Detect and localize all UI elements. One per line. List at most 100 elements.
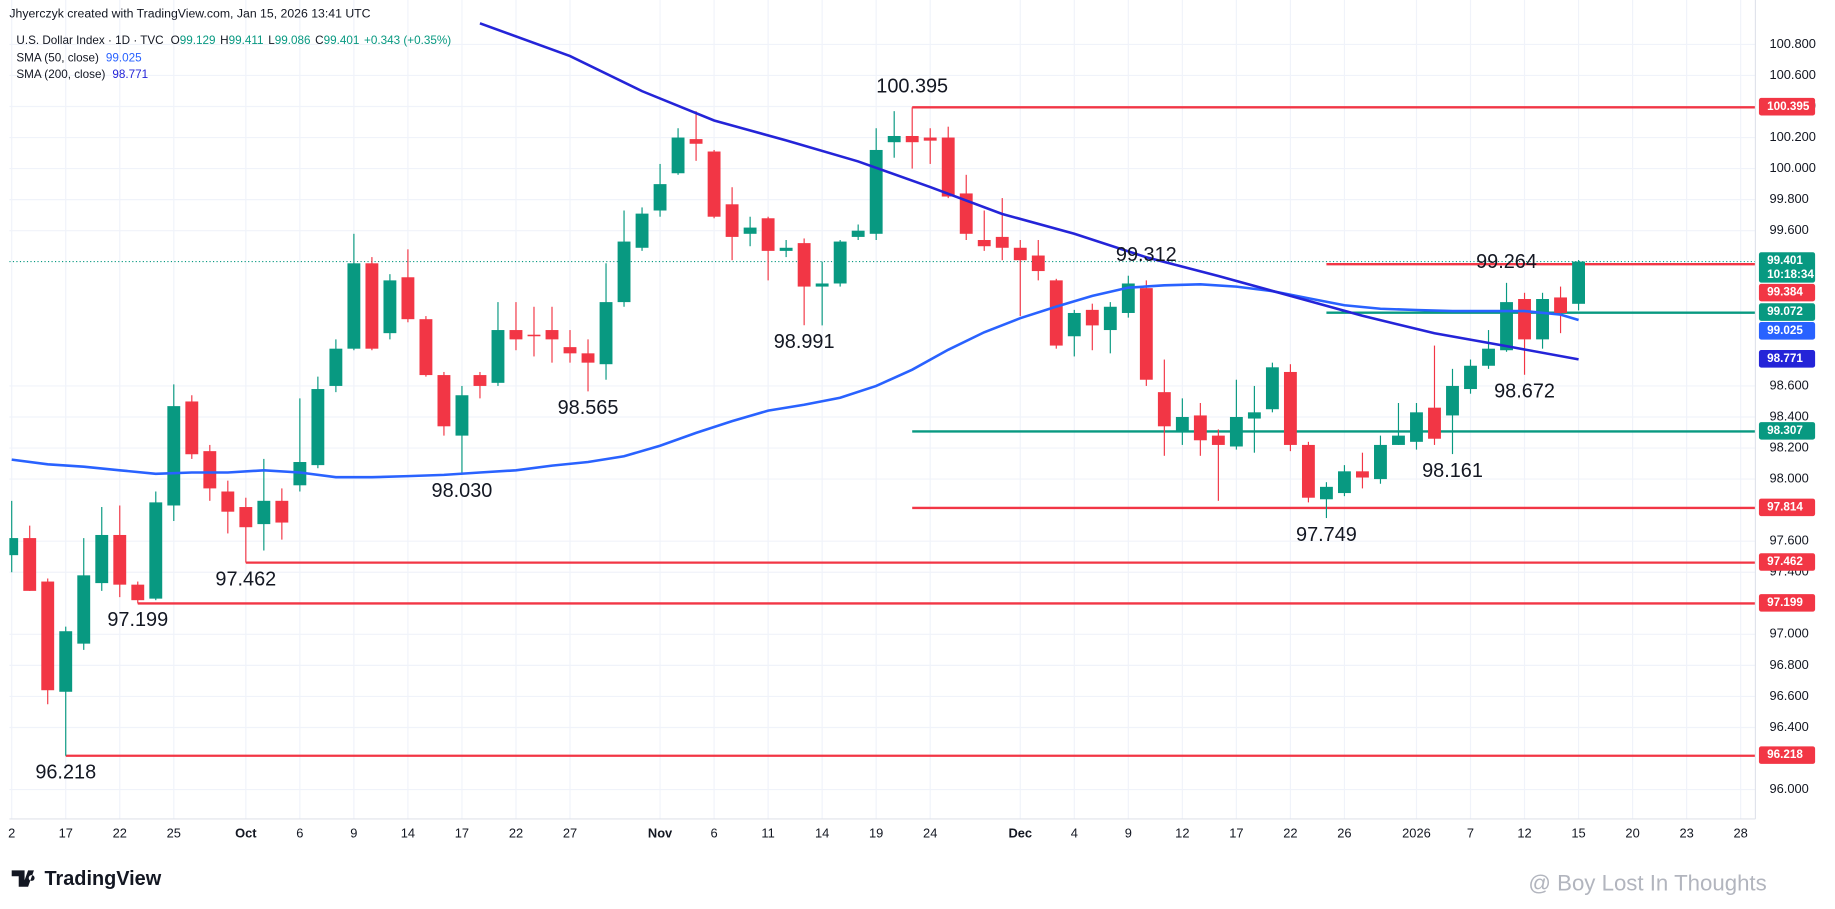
price-tag-label: 99.072 bbox=[1767, 305, 1803, 318]
candle-body bbox=[1392, 435, 1405, 445]
x-tick-label: 23 bbox=[1679, 826, 1693, 841]
y-tick-label: 98.400 bbox=[1769, 408, 1808, 423]
price-annotation: 97.749 bbox=[1296, 524, 1357, 546]
x-tick-label: 14 bbox=[815, 826, 829, 841]
y-tick-label: 100.200 bbox=[1769, 129, 1815, 144]
candle-body bbox=[545, 330, 559, 340]
price-tag-label: 98.307 bbox=[1767, 424, 1803, 437]
candle-body bbox=[185, 401, 199, 455]
y-tick-label: 98.000 bbox=[1769, 470, 1808, 485]
x-tick-label: 2026 bbox=[1402, 826, 1431, 841]
price-tag-label: 96.218 bbox=[1767, 748, 1803, 761]
candle-body bbox=[1356, 471, 1369, 478]
candle-body bbox=[1193, 415, 1207, 441]
candle-body bbox=[1121, 283, 1135, 313]
candle-body bbox=[743, 227, 757, 234]
candle-body bbox=[113, 534, 127, 585]
x-tick-label: 2 bbox=[8, 826, 15, 841]
price-tag-label: 97.814 bbox=[1767, 500, 1803, 513]
price-tag bbox=[1758, 322, 1816, 340]
candle-body bbox=[437, 375, 451, 427]
candle-body bbox=[131, 584, 145, 601]
y-tick-label: 100.800 bbox=[1769, 36, 1815, 51]
price-tag bbox=[1758, 252, 1816, 283]
candle-body bbox=[1572, 261, 1586, 304]
countdown: 10:18:34 bbox=[1767, 268, 1814, 281]
candle-body bbox=[1085, 309, 1099, 326]
x-tick-label: 28 bbox=[1733, 826, 1747, 841]
price-tag bbox=[1758, 553, 1816, 571]
y-tick-label: 97.000 bbox=[1769, 626, 1808, 641]
x-tick-label: 11 bbox=[761, 826, 774, 841]
candle-body bbox=[1301, 444, 1315, 498]
x-tick-label: 19 bbox=[869, 826, 883, 841]
price-tag-label: 97.199 bbox=[1767, 596, 1803, 609]
candle-body bbox=[671, 137, 685, 174]
y-tick-label: 96.400 bbox=[1769, 719, 1808, 734]
price-annotation: 96.218 bbox=[35, 762, 96, 784]
y-tick-label: 100.600 bbox=[1769, 67, 1815, 82]
price-tag-label: 99.025 bbox=[1767, 324, 1803, 337]
candle-body bbox=[383, 280, 397, 334]
candle-body bbox=[1428, 407, 1441, 439]
y-tick-label: 100.000 bbox=[1769, 160, 1815, 175]
candle-body bbox=[509, 330, 523, 340]
price-tag-label: 100.395 bbox=[1767, 100, 1810, 113]
x-tick-label: 22 bbox=[113, 826, 127, 841]
candle-body bbox=[1536, 299, 1549, 340]
candle-body bbox=[1265, 367, 1279, 410]
price-annotation: 99.264 bbox=[1476, 251, 1537, 273]
x-tick-label: 9 bbox=[350, 826, 357, 841]
ohlc-label: H bbox=[220, 34, 228, 47]
legend-value: 98.771 bbox=[112, 68, 148, 81]
x-tick-label: Oct bbox=[235, 826, 257, 841]
x-tick-label: 9 bbox=[1125, 826, 1132, 841]
candle-body bbox=[995, 236, 1009, 248]
x-tick-label: 12 bbox=[1517, 826, 1531, 841]
candle-body bbox=[923, 137, 937, 141]
logo-icon bbox=[11, 870, 35, 887]
price-annotation: 98.991 bbox=[774, 331, 835, 353]
candle-body bbox=[1283, 371, 1297, 445]
legend-value: 99.025 bbox=[106, 52, 142, 65]
y-tick-label: 96.000 bbox=[1769, 781, 1808, 796]
x-tick-label: 4 bbox=[1071, 826, 1078, 841]
candle-body bbox=[635, 213, 649, 248]
candle-body bbox=[815, 283, 829, 287]
y-tick-label: 97.600 bbox=[1769, 533, 1808, 548]
candle-body bbox=[851, 230, 865, 237]
axes: 100.800100.600100.400100.200100.00099.80… bbox=[8, 36, 1816, 841]
x-tick-label: 6 bbox=[296, 826, 303, 841]
y-tick-label: 96.600 bbox=[1769, 688, 1808, 703]
candle-body bbox=[1211, 435, 1225, 445]
candle-body bbox=[725, 204, 739, 237]
candle-body bbox=[1518, 299, 1531, 340]
x-tick-label: 26 bbox=[1337, 826, 1351, 841]
candle-body bbox=[581, 353, 595, 363]
candle-body bbox=[1139, 288, 1153, 380]
ohlc-value: 99.086 bbox=[275, 34, 311, 47]
price-tag bbox=[1758, 422, 1816, 440]
candle-body bbox=[779, 247, 793, 251]
candle-body bbox=[1229, 416, 1243, 447]
candle-body bbox=[1500, 302, 1513, 351]
candle-body bbox=[1319, 486, 1333, 500]
price-tag bbox=[1758, 97, 1816, 116]
candle-body bbox=[149, 502, 163, 599]
candle-body bbox=[761, 218, 775, 251]
candle-body bbox=[1175, 416, 1189, 431]
candle-body bbox=[1482, 348, 1495, 366]
y-tick-label: 99.600 bbox=[1769, 222, 1808, 237]
candle-body bbox=[1247, 412, 1261, 419]
ohlc-value: 99.401 bbox=[324, 34, 360, 47]
candle-body bbox=[599, 302, 613, 365]
candle-body bbox=[1013, 247, 1027, 261]
sma-line bbox=[479, 22, 1579, 361]
candle-body bbox=[491, 330, 505, 383]
x-tick-label: 12 bbox=[1175, 826, 1189, 841]
candle-body bbox=[221, 491, 235, 512]
price-annotation: 99.312 bbox=[1116, 244, 1177, 266]
candle-body bbox=[239, 507, 253, 528]
